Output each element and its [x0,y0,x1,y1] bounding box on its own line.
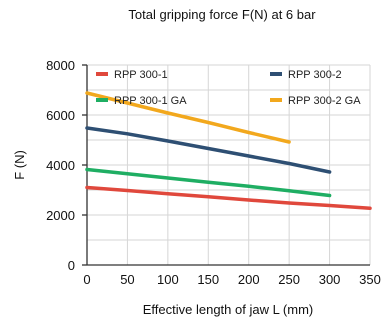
series-line-rpp-300-2 [85,126,332,174]
chart-title: Total gripping force F(N) at 6 bar [128,7,316,22]
y-tick-label: 6000 [46,108,75,123]
x-tick-label: 350 [359,272,381,287]
series-line-rpp-300-2-ga [85,91,291,144]
y-axis-label: F (N) [12,150,27,180]
series-line-rpp-300-1 [85,185,372,211]
x-tick-label: 300 [319,272,341,287]
series-lines [85,91,372,211]
y-tick-label: 2000 [46,208,75,223]
x-tick-label: 50 [120,272,134,287]
legend-label-rpp-300-1-ga: RPP 300-1 GA [114,95,187,107]
x-tick-label: 100 [157,272,179,287]
x-tick-label: 250 [278,272,300,287]
y-tick-label: 8000 [46,58,75,73]
y-tick-labels: 0 2000 4000 6000 8000 [46,58,87,273]
legend-label-rpp-300-1: RPP 300-1 [114,69,168,81]
x-tick-label: 0 [83,272,90,287]
x-tick-label: 150 [197,272,219,287]
x-tick-labels: 0 50 100 150 200 250 300 350 [83,272,380,287]
legend-label-rpp-300-2-ga: RPP 300-2 GA [288,95,361,107]
y-tick-label: 0 [68,258,75,273]
x-axis-label: Effective length of jaw L (mm) [143,302,314,317]
y-tick-label: 4000 [46,158,75,173]
legend-label-rpp-300-2: RPP 300-2 [288,69,342,81]
legend: RPP 300-1 RPP 300-2 RPP 300-1 GA RPP 300-2 … [96,69,361,107]
series-line-rpp-300-1-ga [85,167,332,198]
x-tick-label: 200 [238,272,260,287]
